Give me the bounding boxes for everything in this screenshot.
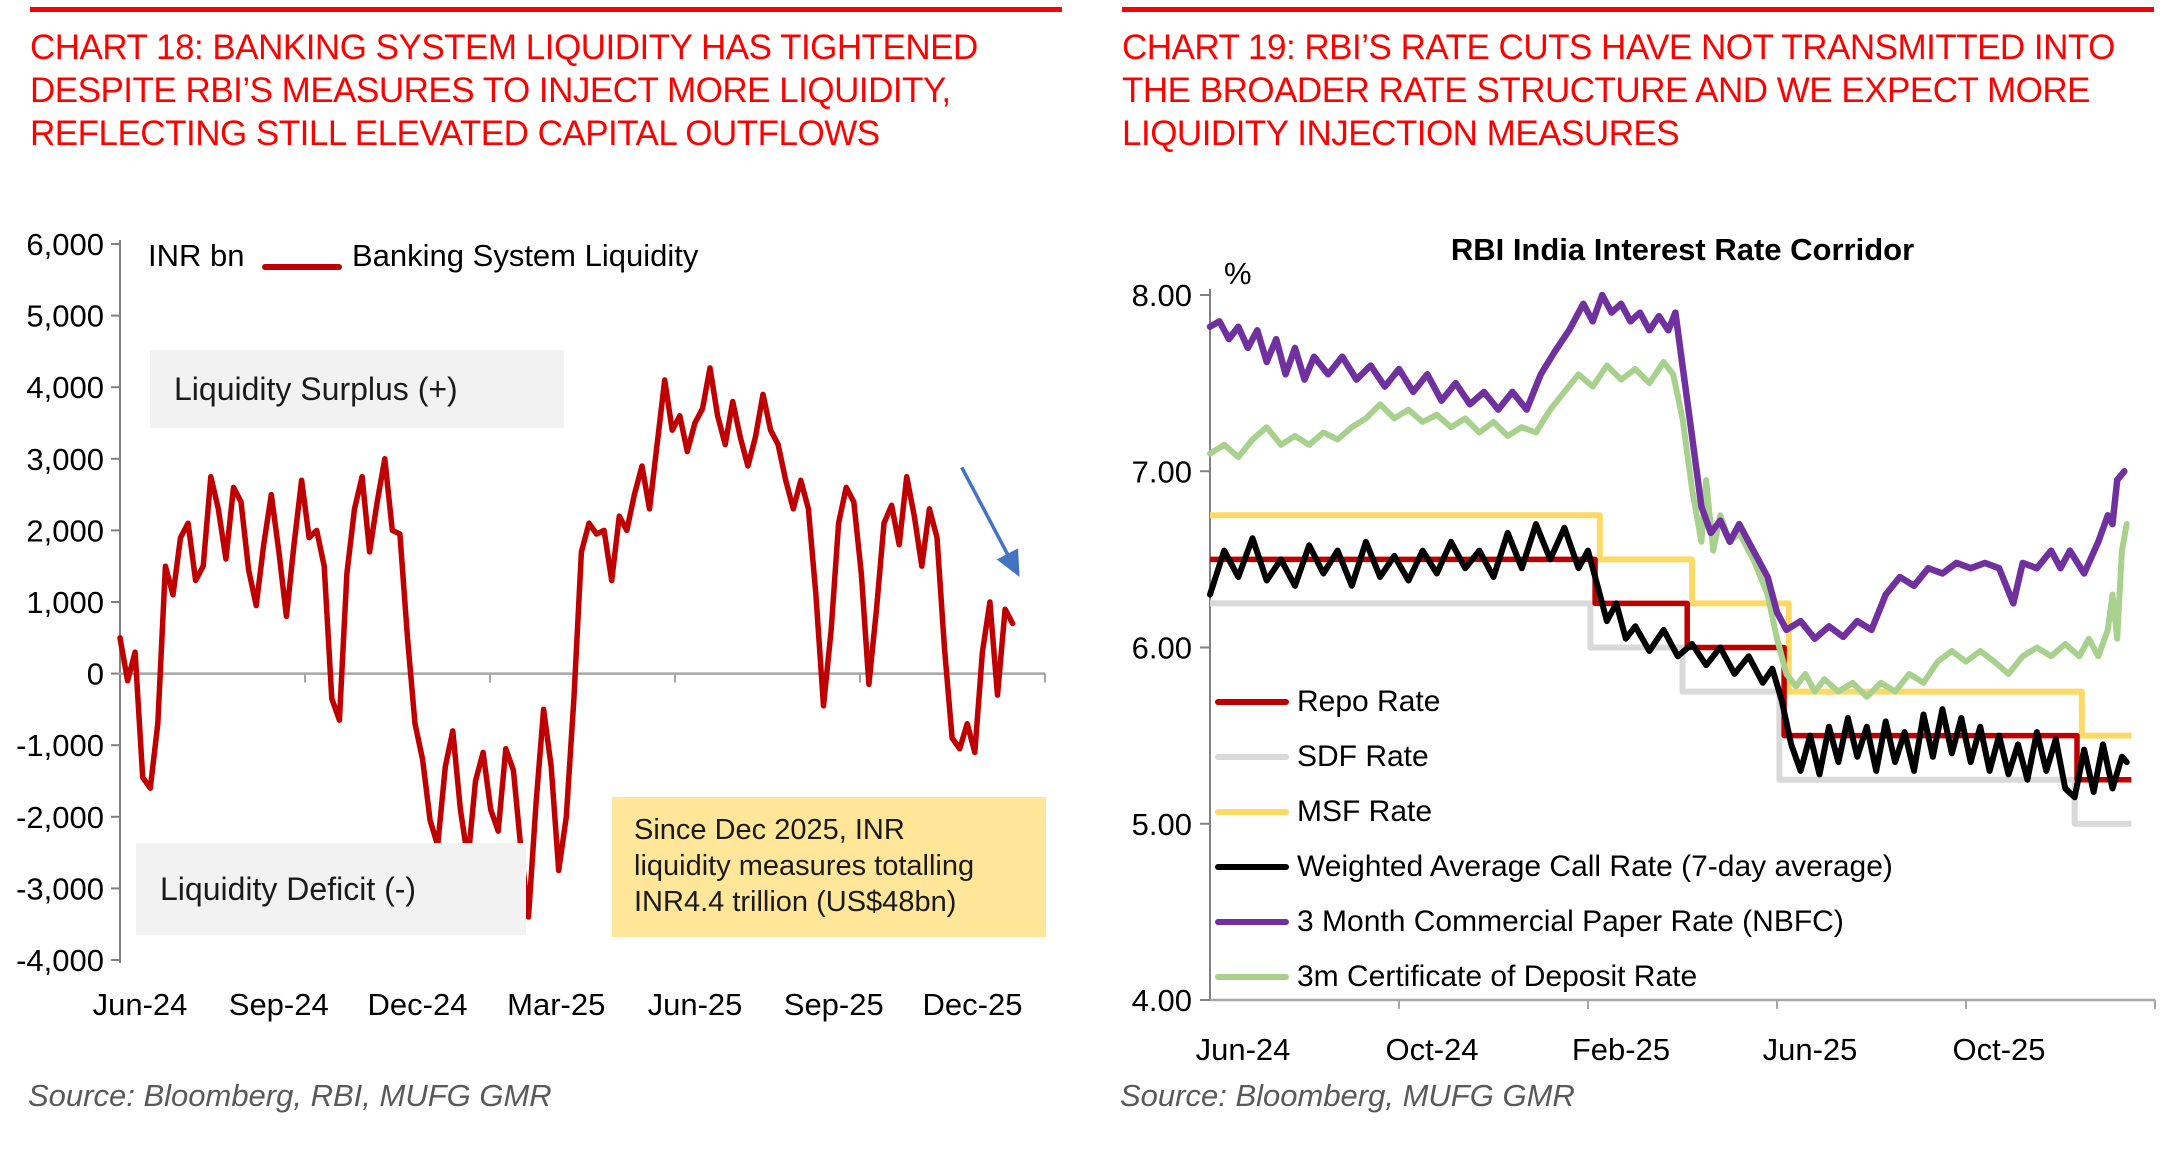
surplus-zone-label-box: Liquidity Surplus (+) <box>150 350 564 428</box>
right-y-tick-label: 5.00 <box>1132 807 1192 842</box>
legend-label: Weighted Average Call Rate (7-day averag… <box>1297 849 1893 883</box>
left-source: Source: Bloomberg, RBI, MUFG GMR <box>28 1078 552 1113</box>
left-heading-rule <box>30 7 1062 12</box>
left-y-tick-label: 5,000 <box>26 299 104 334</box>
left-x-tick-label: Sep-24 <box>229 987 329 1022</box>
series-msf-rate <box>1210 512 2132 739</box>
left-y-tick-label: 2,000 <box>26 513 104 548</box>
right-chart-legend: Repo Rate SDF Rate MSF Rate Weighted Averag… <box>1215 674 1893 1004</box>
legend-label: MSF Rate <box>1297 794 1433 828</box>
series-weighted-average-call-rate-7-day-average <box>1207 521 2130 801</box>
legend-item-weighted-average-call-rate-7-day-average: Weighted Average Call Rate (7-day averag… <box>1215 839 1893 894</box>
left-y-tick-label: -2,000 <box>16 800 104 835</box>
left-y-tick-label: 3,000 <box>26 442 104 477</box>
liquidity-note-line-1: Since Dec 2025, INR <box>634 814 905 846</box>
right-heading-rule <box>1122 7 2154 12</box>
legend-item-3m-certificate-of-deposit-rate: 3m Certificate of Deposit Rate <box>1215 949 1893 1004</box>
left-x-tick-label: Sep-25 <box>784 987 884 1022</box>
left-y-tick-label: 4,000 <box>26 370 104 405</box>
legend-line-marker <box>1215 753 1289 760</box>
left-x-tick-label: Mar-25 <box>507 987 605 1022</box>
right-y-tick-label: 8.00 <box>1132 278 1192 313</box>
left-axis-unit-label: INR bn <box>148 238 245 273</box>
right-y-tick-label: 6.00 <box>1132 631 1192 666</box>
legend-line-marker <box>1215 973 1289 980</box>
right-x-tick-label: Jun-24 <box>1196 1032 1291 1067</box>
left-legend-label: Banking System Liquidity <box>352 238 699 273</box>
legend-line-marker <box>1215 918 1289 925</box>
surplus-zone-label: Liquidity Surplus (+) <box>174 370 458 407</box>
series-3-month-commercial-paper-rate-nbfc <box>1206 291 2128 642</box>
liquidity-note-line-2: liquidity measures totalling <box>634 850 975 882</box>
legend-label: 3 Month Commercial Paper Rate (NBFC) <box>1297 904 1844 938</box>
legend-item-repo-rate: Repo Rate <box>1215 674 1893 729</box>
left-chart-canvas: -4,000 -3,000 -2,000 -1,000 0 1,000 2,000 3,000… <box>16 227 1046 1022</box>
left-legend-line-marker <box>262 264 342 270</box>
legend-item-msf-rate: MSF Rate <box>1215 784 1893 839</box>
right-y-tick-label: 7.00 <box>1132 454 1192 489</box>
legend-label: SDF Rate <box>1297 739 1429 773</box>
right-y-tick-label: 4.00 <box>1132 983 1192 1018</box>
liquidity-note-box: Since Dec 2025, INR liquidity measures t… <box>612 797 1046 937</box>
left-y-tick-label: -3,000 <box>16 871 104 906</box>
series-3m-certificate-of-deposit-rate <box>1207 359 2130 700</box>
left-y-tick-label: 6,000 <box>26 227 104 262</box>
declining-liquidity-arrow-head <box>996 548 1020 577</box>
left-y-tick-label: -1,000 <box>16 728 104 763</box>
liquidity-note-line-3: INR4.4 trillion (US$48bn) <box>634 886 957 918</box>
right-x-tick-label: Feb-25 <box>1572 1032 1670 1067</box>
right-axis-unit-label: % <box>1224 256 1252 291</box>
right-x-tick-label: Oct-25 <box>1952 1032 2045 1067</box>
legend-item-3-month-commercial-paper-rate-nbfc: 3 Month Commercial Paper Rate (NBFC) <box>1215 894 1893 949</box>
legend-line-marker <box>1215 863 1289 870</box>
deficit-zone-label: Liquidity Deficit (-) <box>160 870 417 907</box>
left-x-tick-label: Jun-25 <box>648 987 743 1022</box>
left-x-tick-label: Jun-24 <box>93 987 188 1022</box>
left-chart-heading: CHART 18: BANKING SYSTEM LIQUIDITY HAS T… <box>30 28 978 153</box>
legend-label: Repo Rate <box>1297 684 1441 718</box>
left-y-tick-label: 1,000 <box>26 585 104 620</box>
left-x-tick-label: Dec-25 <box>923 987 1023 1022</box>
legend-line-marker <box>1215 808 1289 815</box>
right-chart-heading: CHART 19: RBI’S RATE CUTS HAVE NOT TRANS… <box>1122 28 2115 153</box>
right-chart-canvas: 4.00 5.00 6.00 7.00 8.00 Jun-24 Oct-24 Feb-25 Ju… <box>1132 278 2156 1067</box>
left-y-tick-label: -4,000 <box>16 943 104 978</box>
right-x-tick-label: Oct-24 <box>1385 1032 1478 1067</box>
legend-line-marker <box>1215 698 1289 705</box>
left-y-tick-label: 0 <box>87 657 104 692</box>
right-chart-title: RBI India Interest Rate Corridor <box>1450 232 1915 267</box>
deficit-zone-label-box: Liquidity Deficit (-) <box>136 843 526 935</box>
right-source: Source: Bloomberg, MUFG GMR <box>1120 1078 1575 1113</box>
series-banking-system-liquidity <box>117 365 1016 920</box>
legend-label: 3m Certificate of Deposit Rate <box>1297 959 1698 993</box>
series-sdf-rate <box>1210 600 2132 827</box>
declining-liquidity-arrow <box>960 466 1013 562</box>
right-x-tick-label: Jun-25 <box>1763 1032 1858 1067</box>
left-x-tick-label: Dec-24 <box>368 987 468 1022</box>
legend-item-sdf-rate: SDF Rate <box>1215 729 1893 784</box>
